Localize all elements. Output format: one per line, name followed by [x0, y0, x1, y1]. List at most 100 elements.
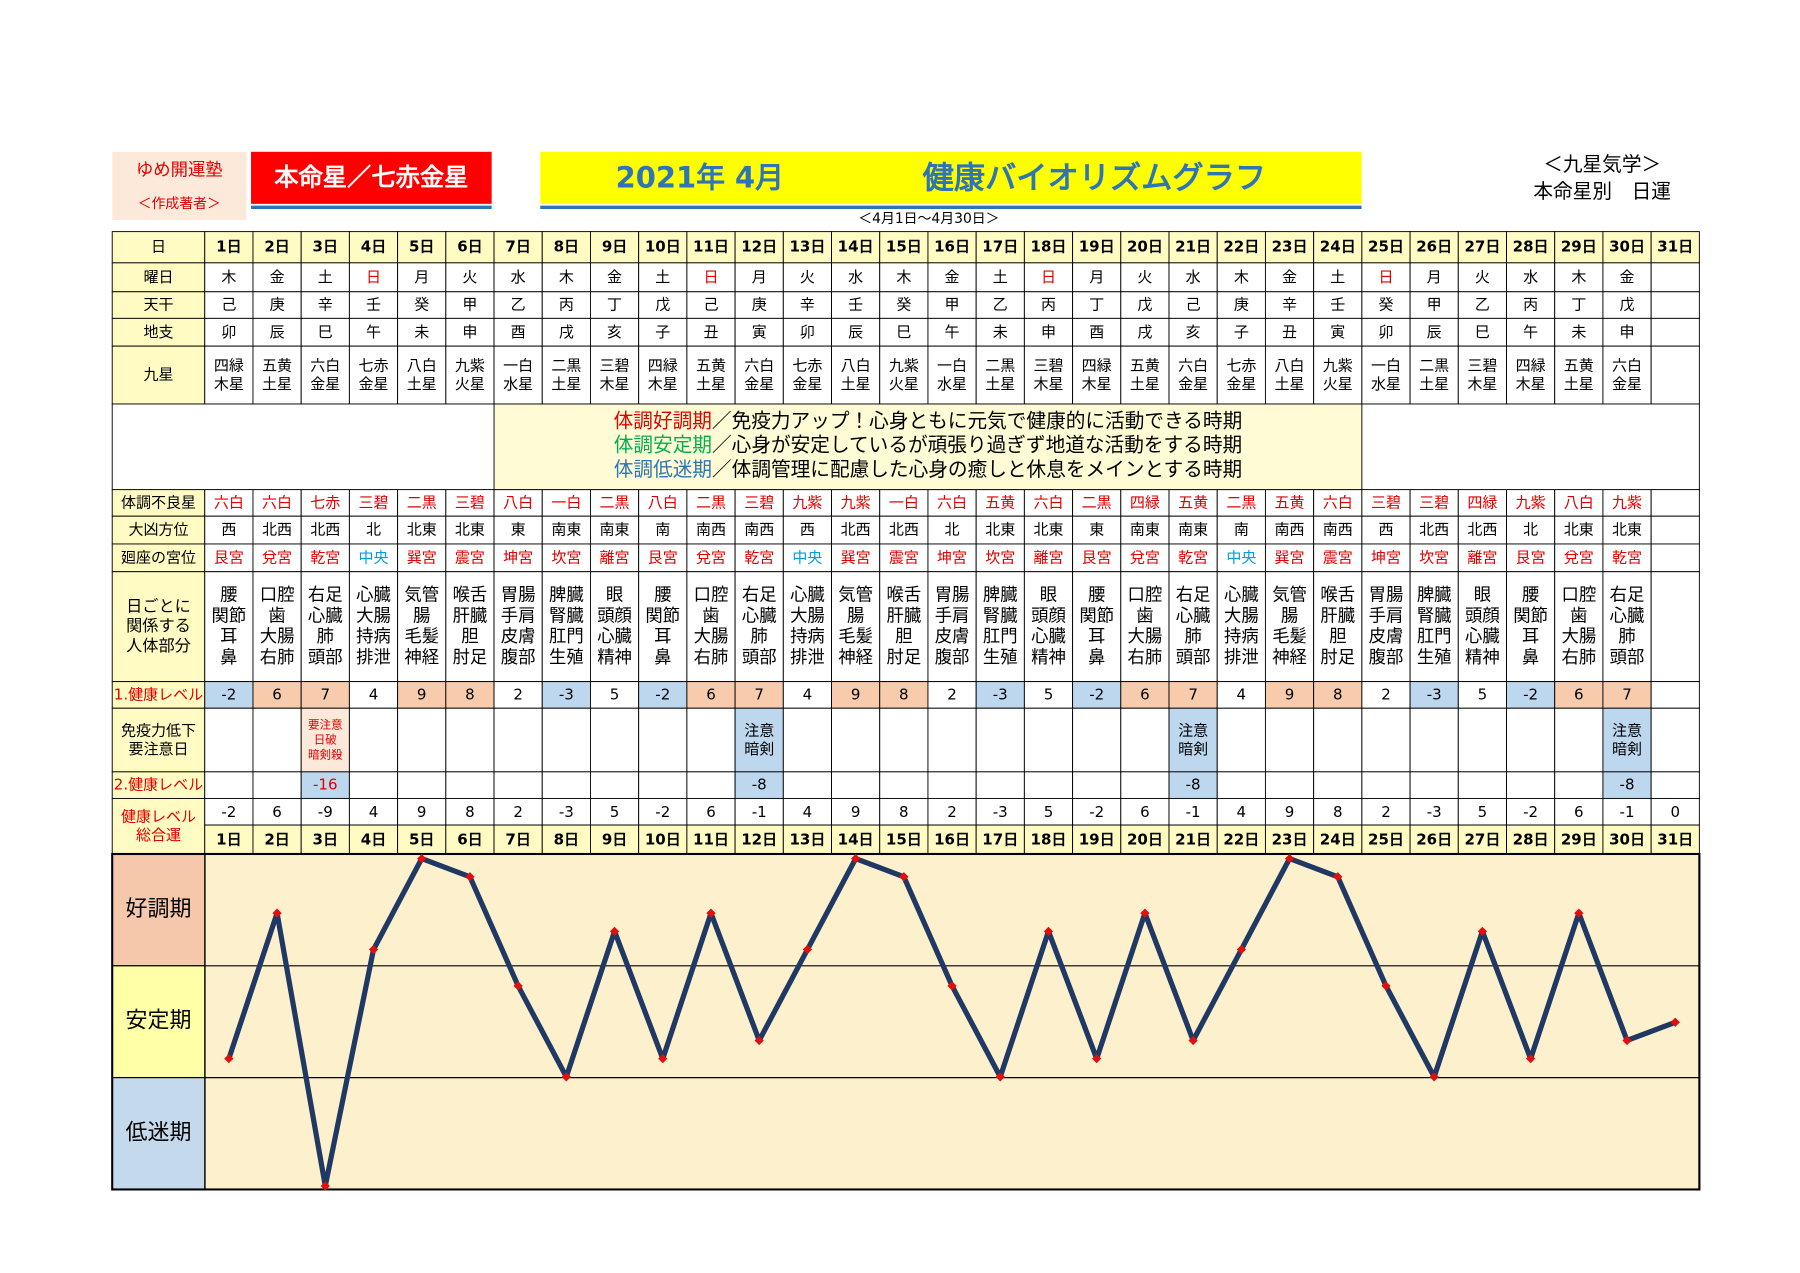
cell — [638, 291, 688, 319]
cell — [541, 345, 591, 405]
cell — [1602, 543, 1652, 573]
cell-text: 二黒 — [1419, 356, 1449, 374]
cell — [1216, 515, 1266, 545]
x-tick-label: 8日 — [554, 831, 579, 849]
cell-text: 南東 — [1130, 521, 1160, 539]
cell-text: 坎宮 — [1419, 548, 1449, 566]
row-label: 総合運 — [136, 826, 181, 844]
cell — [300, 515, 350, 545]
cell-text: 二黒 — [696, 493, 726, 511]
cell-text: 手肩 — [1369, 606, 1404, 626]
total-value: -1 — [1186, 803, 1201, 821]
cell — [734, 797, 784, 826]
cell-text: 13日 — [789, 238, 825, 256]
cell-text: 9日 — [602, 238, 627, 256]
cell — [1120, 345, 1170, 405]
cell — [1023, 707, 1074, 773]
cell — [589, 231, 640, 264]
cell — [1264, 317, 1315, 347]
band-label: 安定期 — [126, 1009, 192, 1034]
cell — [879, 515, 929, 545]
x-tick-label: 22日 — [1223, 831, 1259, 849]
cell — [1361, 317, 1411, 347]
cell-text: 乾宮 — [744, 548, 774, 566]
cell — [541, 231, 591, 264]
cell-text: 北東 — [1564, 521, 1594, 539]
cell-text: 丙 — [1041, 296, 1056, 314]
cell-text: 四緑 — [1516, 356, 1546, 374]
cell-text: 排泄 — [1224, 648, 1259, 668]
cell — [1264, 291, 1315, 319]
cell — [831, 515, 881, 545]
x-tick-label: 30日 — [1609, 831, 1645, 849]
cell-text: 三碧 — [1467, 356, 1497, 374]
cell-text: 二黒 — [985, 356, 1015, 374]
cell-text: 二黒 — [1226, 493, 1256, 511]
legend-text: ／心身が安定しているが頑張り過ぎず地道な活動をする時期 — [712, 433, 1242, 456]
cell-text: 金 — [1282, 268, 1297, 286]
cell-text: 震宮 — [1323, 548, 1353, 566]
cell — [1168, 345, 1218, 405]
cell-text: 二黒 — [551, 356, 581, 374]
cell-text: 西 — [1378, 521, 1393, 539]
cell-text: 8日 — [554, 238, 579, 256]
cell — [1602, 291, 1652, 319]
cell — [397, 824, 447, 855]
x-tick-label: 16日 — [934, 831, 970, 849]
cell-text: 大腸 — [1128, 627, 1163, 647]
cell-text: 己 — [1186, 296, 1201, 314]
cell-text: 北東 — [407, 521, 437, 539]
row-label: 廻座の宮位 — [121, 548, 196, 566]
cell-text: 22日 — [1223, 238, 1259, 256]
cell — [1120, 515, 1170, 545]
cell-text: 辛 — [800, 296, 815, 314]
cell-text: 6 — [1574, 685, 1584, 703]
cell — [686, 317, 736, 347]
point — [1333, 872, 1343, 882]
cell — [348, 345, 399, 405]
cell-text: 六白 — [937, 493, 967, 511]
cell — [1409, 515, 1459, 545]
cell — [1264, 571, 1315, 683]
cell-text: 火 — [462, 268, 477, 286]
cell — [1023, 543, 1074, 573]
cell-text: 艮宮 — [214, 548, 244, 566]
cell — [1457, 571, 1507, 683]
cell — [1168, 571, 1218, 683]
cell — [397, 543, 447, 573]
cell — [686, 489, 736, 517]
subtitle: 本命星別 日運 — [1533, 180, 1671, 203]
cell-text: 月 — [1089, 268, 1104, 286]
x-tick-label: 9日 — [602, 831, 627, 849]
band-label: 好調期 — [126, 897, 192, 922]
cell — [686, 571, 736, 683]
cell-text: 胃腸 — [1369, 585, 1404, 605]
legend-term: 体調好調期 — [614, 409, 712, 432]
cell — [1361, 543, 1411, 573]
cell-text: 11日 — [693, 238, 729, 256]
cell-text: 壬 — [848, 296, 863, 314]
row-label: 要注意日 — [128, 740, 188, 758]
point — [224, 1054, 234, 1064]
cell-text: 精神 — [1031, 648, 1066, 668]
cell-text: 水 — [1523, 268, 1538, 286]
cell — [445, 571, 495, 683]
cell — [1023, 345, 1074, 405]
cell — [1361, 262, 1411, 293]
cell — [734, 345, 784, 405]
cell-text: 申 — [462, 323, 477, 341]
cell — [927, 345, 977, 405]
range: ＜4月1日～4月30日＞ — [858, 211, 999, 227]
cell-text: 18日 — [1031, 238, 1067, 256]
cell — [111, 543, 206, 573]
title: 健康バイオリズムグラフ — [923, 161, 1266, 197]
legend-term: 体調安定期 — [614, 433, 712, 456]
cell-text: 南東 — [1178, 521, 1208, 539]
x-tick-label: 18日 — [1031, 831, 1067, 849]
cell — [831, 317, 881, 347]
cell — [252, 797, 302, 826]
cell — [541, 543, 591, 573]
row-label: 体調不良星 — [121, 493, 196, 511]
cell — [1023, 771, 1074, 799]
cell-text: 心臓 — [308, 606, 343, 626]
